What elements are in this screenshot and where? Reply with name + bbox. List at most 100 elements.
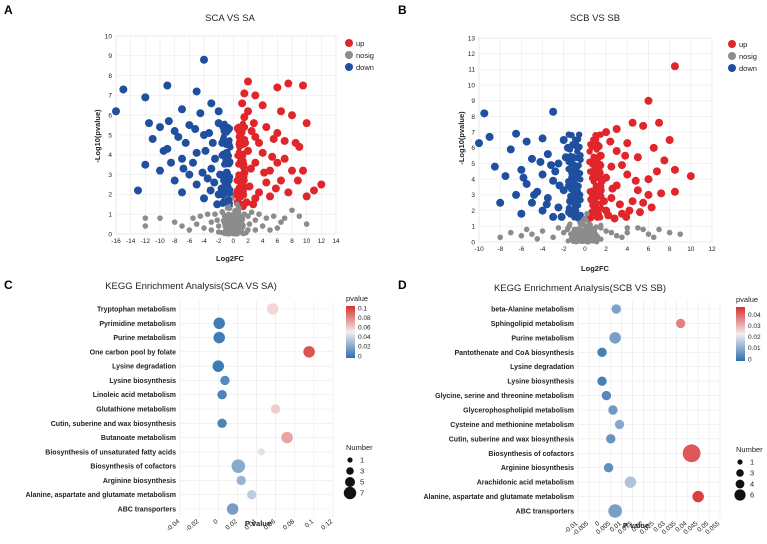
down-point [192, 87, 201, 96]
down-cloud-point [565, 131, 572, 138]
chart-title-d: KEGG Enrichment Analysis(SCB VS SB) [494, 283, 666, 294]
down-point [543, 150, 552, 159]
colorbar-tick-label: 0.04 [358, 334, 371, 341]
nosig-point [597, 225, 604, 231]
nosig-point [241, 211, 248, 217]
down-point [185, 170, 194, 179]
up-point [244, 77, 252, 86]
up-cloud-point [596, 131, 604, 138]
nosig-point [274, 225, 281, 231]
legend-marker-up [728, 40, 736, 48]
nosig-point [578, 228, 585, 234]
x-tick-label: -2 [561, 246, 567, 253]
down-point [163, 81, 172, 90]
down-point [203, 174, 212, 183]
size-legend-marker [343, 486, 357, 500]
down-point [506, 145, 515, 154]
down-point [170, 127, 179, 136]
category-label: Cutin, suberine and wax biosynthesis [51, 421, 176, 428]
bubble-point [281, 431, 293, 444]
y-tick-label: 8 [108, 73, 112, 80]
down-point [164, 117, 173, 126]
down-point [214, 119, 223, 128]
down-point [571, 206, 580, 215]
down-cloud-point [569, 153, 577, 160]
nosig-point [640, 226, 646, 233]
colorbar-tick-label: 0.03 [748, 323, 761, 330]
down-point [192, 148, 201, 157]
down-point [178, 105, 186, 114]
legend-a: up nosig down [345, 39, 374, 72]
up-point [268, 152, 277, 161]
category-label: Pyrimidine metabolism [99, 321, 176, 328]
bubble-point [270, 404, 281, 414]
up-point [588, 208, 597, 217]
up-point [236, 132, 245, 141]
colorbar-title-c: pvalue [346, 294, 368, 303]
up-point [280, 136, 289, 145]
up-point [635, 208, 644, 217]
nosig-point [635, 225, 641, 231]
colorbar-tick-label: 0 [358, 353, 362, 360]
y-tick-label: 5 [471, 161, 475, 168]
down-point [522, 137, 531, 146]
nosig-point [208, 219, 215, 225]
nosig-point [281, 215, 288, 221]
x-tick-label: -10 [155, 238, 165, 245]
down-point [512, 129, 521, 138]
bubble-point [675, 318, 686, 329]
nosig-point [303, 221, 310, 227]
category-label: Arginine biosynthesis [103, 478, 176, 485]
nosig-point [270, 213, 277, 219]
up-cloud-point [236, 144, 243, 151]
y-tick-label: 9 [471, 98, 475, 105]
up-point [644, 190, 653, 199]
down-point [201, 146, 210, 155]
up-point [277, 176, 285, 185]
category-label: Glutathione metabolism [96, 407, 176, 414]
up-point [622, 212, 631, 221]
down-point [141, 160, 150, 169]
down-point [222, 158, 230, 167]
nosig-point [619, 234, 625, 241]
size-legend-label: 3 [750, 469, 754, 478]
up-point [647, 203, 656, 212]
nosig-point [645, 231, 652, 237]
nosig-point [186, 227, 193, 233]
nosig-point [571, 226, 578, 233]
up-point [607, 162, 616, 171]
up-point [269, 134, 278, 143]
panel-label-b: B [398, 3, 407, 17]
y-tick-label: 3 [471, 192, 475, 199]
y-tick-label: 2 [108, 192, 112, 199]
up-point [596, 151, 605, 160]
up-point [597, 176, 606, 185]
up-point [240, 89, 249, 98]
x-tick-label: 2 [604, 246, 608, 253]
x-tick-label: 2 [246, 238, 250, 245]
bubble-point [597, 347, 607, 357]
nosig-point [267, 227, 273, 233]
up-point [686, 172, 695, 181]
nosig-point [245, 227, 251, 233]
size-legend-label: 1 [750, 458, 754, 467]
down-point [145, 119, 153, 128]
down-point [196, 109, 205, 118]
category-label: Purine metabolism [113, 335, 176, 342]
down-point [134, 186, 142, 195]
down-point [475, 139, 483, 148]
down-point [563, 143, 572, 152]
nosig-point [555, 225, 562, 231]
up-point [610, 214, 619, 223]
up-point [240, 113, 249, 122]
nosig-point [246, 221, 253, 227]
up-point [258, 148, 267, 157]
down-point [192, 180, 201, 189]
down-point [490, 162, 499, 171]
size-legend-marker [736, 469, 744, 477]
up-point [244, 107, 252, 116]
up-point [639, 198, 648, 207]
x-tick-label: 0 [212, 518, 220, 526]
up-point [660, 156, 669, 165]
